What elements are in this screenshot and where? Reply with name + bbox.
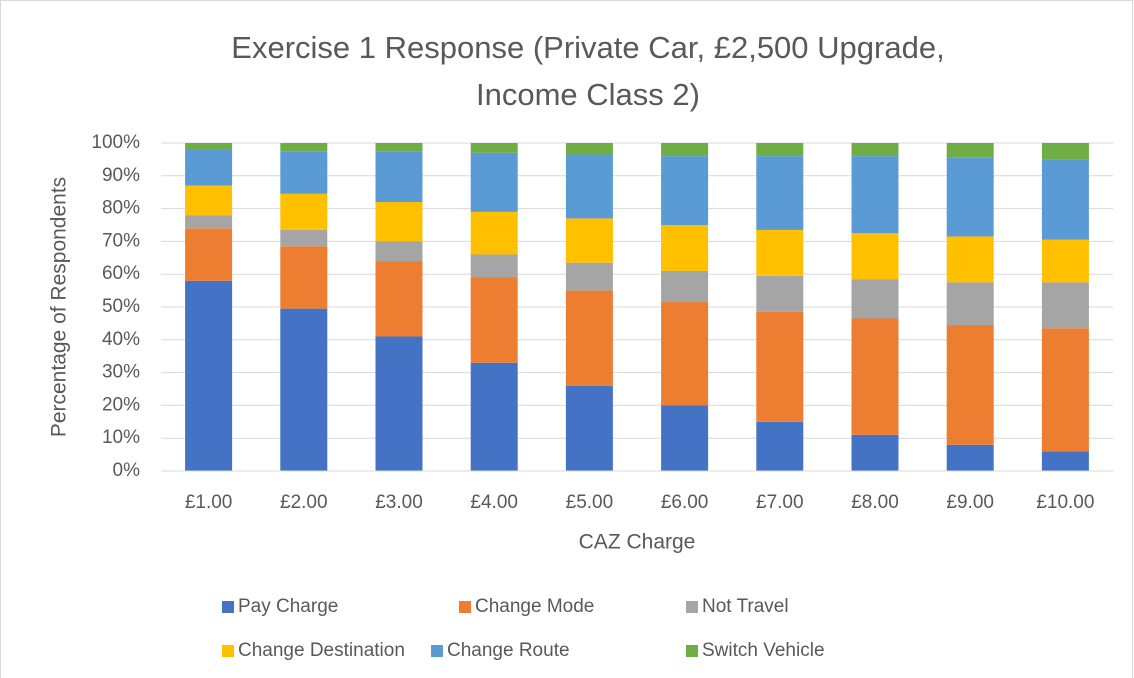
bar-segment xyxy=(756,143,804,157)
bar-segment xyxy=(946,236,994,283)
legend-label: Switch Vehicle xyxy=(702,640,825,661)
bar-segment xyxy=(280,229,328,247)
bar-segment xyxy=(470,152,518,212)
legend-label: Pay Charge xyxy=(238,596,338,617)
x-tick-label: £8.00 xyxy=(851,492,899,513)
bar-segment xyxy=(470,362,518,471)
y-tick-label: 30% xyxy=(102,362,140,383)
bar-segment xyxy=(470,254,518,278)
bar-segment xyxy=(565,143,613,155)
y-tick-label: 0% xyxy=(113,460,141,481)
x-tick-label: £4.00 xyxy=(470,492,518,513)
y-tick-label: 60% xyxy=(102,263,140,284)
bar-segment xyxy=(661,405,709,471)
legend-swatch xyxy=(686,645,698,657)
bar-segment xyxy=(375,261,423,337)
bar-segment xyxy=(946,444,994,471)
bar-segment xyxy=(756,275,804,312)
bar-segment xyxy=(756,311,804,422)
x-tick-label: £5.00 xyxy=(566,492,614,513)
bar-segment xyxy=(1041,143,1089,160)
bar-segment xyxy=(851,233,899,280)
x-tick-label: £1.00 xyxy=(185,492,233,513)
bar-segment xyxy=(756,421,804,471)
bar-segment xyxy=(1041,159,1089,240)
legend-swatch xyxy=(222,645,234,657)
bar-segment xyxy=(280,151,328,194)
x-tick-label: £2.00 xyxy=(280,492,328,513)
bar-segment xyxy=(280,193,328,230)
legend-swatch xyxy=(459,601,471,613)
bar-segment xyxy=(565,154,613,219)
bar-segment xyxy=(565,385,613,471)
x-tick-label: £6.00 xyxy=(661,492,709,513)
x-tick-label: £10.00 xyxy=(1036,492,1094,513)
y-axis-title: Percentage of Respondents xyxy=(48,177,71,437)
bar-segment xyxy=(851,156,899,234)
legend-swatch xyxy=(686,601,698,613)
bar-segment xyxy=(185,280,233,471)
legend-label: Change Destination xyxy=(238,640,405,661)
bar-segment xyxy=(661,302,709,406)
bar-segment xyxy=(946,143,994,158)
legend-swatch xyxy=(222,601,234,613)
bar-segment xyxy=(565,218,613,263)
bar-segment xyxy=(375,202,423,242)
chart-title: Exercise 1 Response (Private Car, £2,500… xyxy=(231,30,944,65)
legend-label: Not Travel xyxy=(702,596,789,617)
bar-segment xyxy=(565,262,613,291)
bar-segment xyxy=(470,277,518,363)
bar-segment xyxy=(375,336,423,471)
y-tick-label: 40% xyxy=(102,329,140,350)
bar-segment xyxy=(851,279,899,319)
legend-label: Change Mode xyxy=(475,596,594,617)
bar-segment xyxy=(946,282,994,326)
bar-segment xyxy=(1041,239,1089,283)
bar-segment xyxy=(661,270,709,303)
bar-segment xyxy=(375,143,423,152)
bar-segment xyxy=(185,215,233,229)
bar-segment xyxy=(185,185,233,216)
bar-segment xyxy=(280,143,328,152)
bar-segment xyxy=(375,241,423,262)
bar-segment xyxy=(1041,451,1089,471)
chart-title: Income Class 2) xyxy=(476,77,700,112)
bar-segment xyxy=(851,143,899,157)
x-tick-label: £9.00 xyxy=(946,492,994,513)
bar-segment xyxy=(470,211,518,255)
y-tick-label: 10% xyxy=(102,427,140,448)
bar-segment xyxy=(756,156,804,230)
bar-segment xyxy=(946,157,994,237)
bar-segment xyxy=(470,143,518,153)
y-tick-label: 70% xyxy=(102,230,140,251)
bar-segment xyxy=(1041,282,1089,329)
bar-segment xyxy=(756,229,804,276)
y-tick-label: 90% xyxy=(102,165,140,186)
bar-segment xyxy=(375,151,423,203)
legend-swatch xyxy=(431,645,443,657)
bar-segment xyxy=(851,434,899,471)
bar-segment xyxy=(946,325,994,445)
y-tick-label: 80% xyxy=(102,198,140,219)
x-tick-label: £7.00 xyxy=(756,492,804,513)
bar-segment xyxy=(565,290,613,386)
bar-segment xyxy=(185,228,233,281)
bar-segment xyxy=(280,308,328,471)
x-axis-title: CAZ Charge xyxy=(579,531,696,554)
x-tick-label: £3.00 xyxy=(375,492,423,513)
y-tick-label: 50% xyxy=(102,296,140,317)
bar-segment xyxy=(1041,328,1089,452)
legend-label: Change Route xyxy=(447,640,570,661)
bar-segment xyxy=(185,149,233,186)
y-tick-label: 20% xyxy=(102,394,140,415)
bar-segment xyxy=(661,143,709,157)
bar-segment xyxy=(280,246,328,309)
bar-segment xyxy=(851,318,899,435)
bar-segment xyxy=(185,143,233,150)
bar-segment xyxy=(661,225,709,271)
y-tick-label: 100% xyxy=(91,132,140,153)
bar-segment xyxy=(661,156,709,225)
